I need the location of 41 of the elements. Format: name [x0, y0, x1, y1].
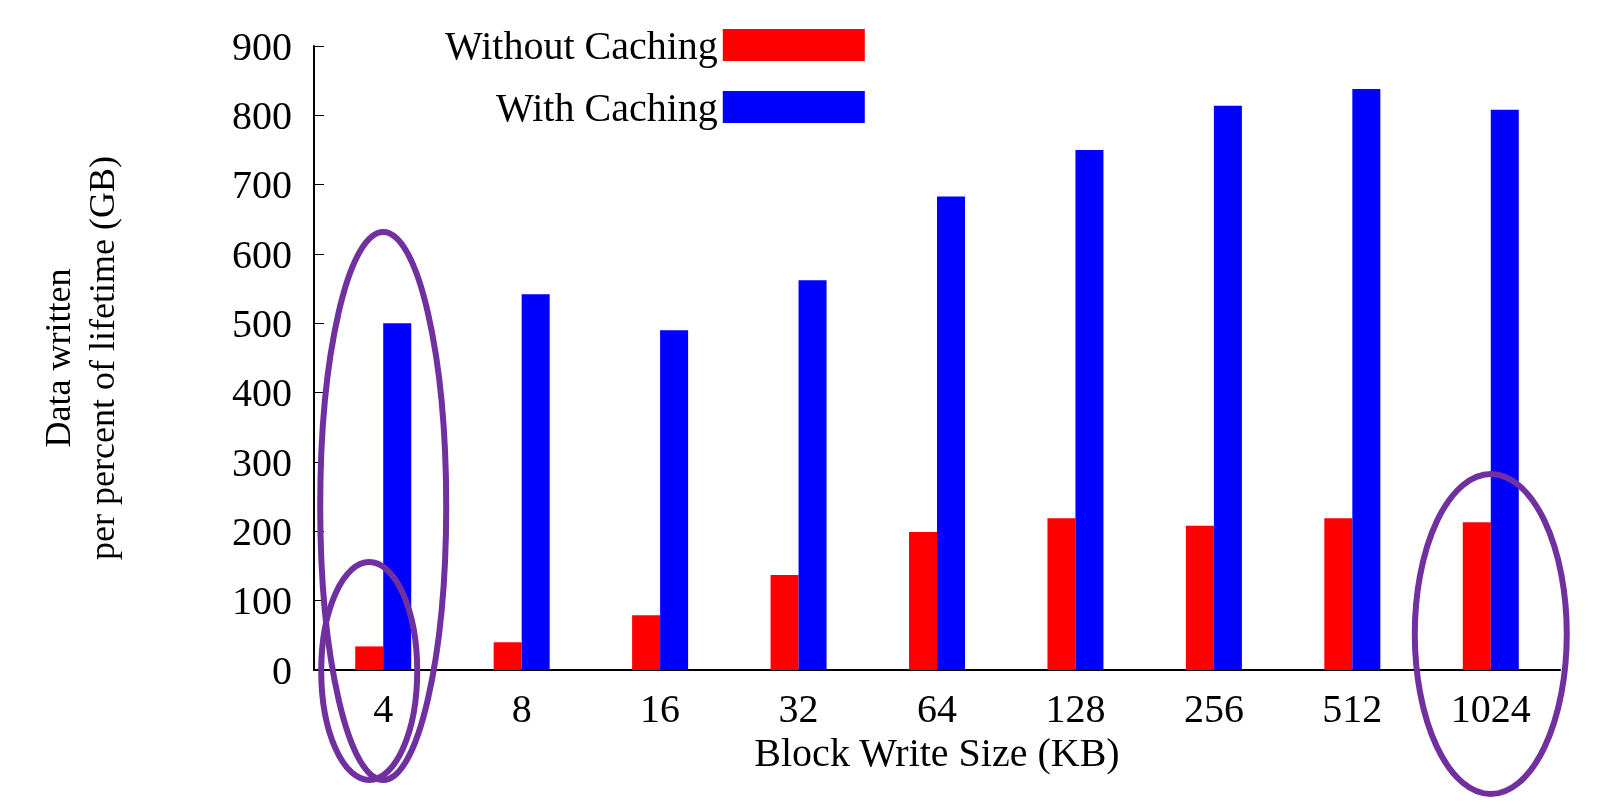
- bar: [493, 642, 522, 670]
- bar: [1352, 88, 1381, 670]
- y-tick-label: 300: [232, 439, 292, 485]
- y-axis-title: Data written per percent of lifetime (GB): [38, 156, 122, 560]
- bar: [383, 323, 412, 670]
- bar: [1462, 522, 1491, 670]
- y-tick-label: 100: [232, 578, 292, 624]
- y-tick-label: 800: [232, 92, 292, 138]
- x-tick-label: 1024: [1450, 685, 1531, 731]
- x-tick-label: 4: [373, 685, 394, 731]
- bar: [521, 294, 550, 670]
- bar: [770, 575, 799, 670]
- bar: [937, 196, 965, 670]
- y-tick-label: 0: [272, 647, 292, 693]
- bar: [660, 330, 689, 670]
- bar: [1075, 150, 1104, 670]
- bar: [1490, 109, 1519, 670]
- y-tick-label: 400: [232, 370, 292, 416]
- legend-label: Without Caching: [445, 22, 718, 68]
- bar: [909, 532, 937, 670]
- x-axis-title: Block Write Size (KB): [754, 730, 1120, 776]
- x-tick-label: 128: [1045, 685, 1106, 731]
- x-tick-label: 8: [511, 685, 532, 731]
- y-tick-label: 700: [232, 162, 292, 208]
- bar: [632, 615, 661, 670]
- x-tick-label: 16: [640, 685, 681, 731]
- x-tick-label: 32: [778, 685, 819, 731]
- x-tick-label: 512: [1322, 685, 1383, 731]
- y-tick-label: 500: [232, 300, 292, 346]
- bar: [355, 646, 384, 670]
- y-tick-label: 600: [232, 231, 292, 277]
- bar: [1047, 518, 1076, 670]
- bar: [798, 280, 827, 670]
- y-tick-label: 900: [232, 23, 292, 69]
- x-tick-label: 64: [917, 685, 957, 731]
- bar: [1324, 518, 1353, 670]
- legend-label: With Caching: [496, 84, 718, 130]
- bar: [1185, 525, 1214, 670]
- y-tick-label: 200: [232, 508, 292, 554]
- bar: [1213, 105, 1242, 670]
- x-tick-label: 256: [1183, 685, 1244, 731]
